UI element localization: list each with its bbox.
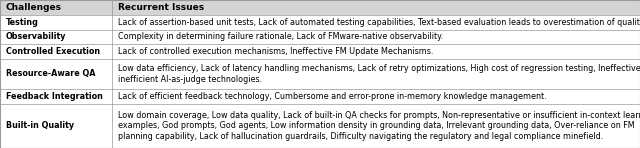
Text: Lack of controlled execution mechanisms, Ineffective FM Update Mechanisms.: Lack of controlled execution mechanisms,… — [118, 47, 433, 56]
Text: Observability: Observability — [6, 33, 67, 41]
Bar — [0, 15, 640, 30]
Text: Testing: Testing — [6, 18, 39, 27]
Text: Complexity in determining failure rationale, Lack of FMware-native observability: Complexity in determining failure ration… — [118, 33, 444, 41]
Bar — [0, 44, 640, 59]
Bar — [0, 104, 640, 148]
Text: Lack of efficient feedback technology, Cumbersome and error-prone in-memory know: Lack of efficient feedback technology, C… — [118, 92, 547, 101]
Text: Recurrent Issues: Recurrent Issues — [118, 3, 204, 12]
Bar — [0, 0, 640, 15]
Text: Low domain coverage, Low data quality, Lack of built-in QA checks for prompts, N: Low domain coverage, Low data quality, L… — [118, 111, 640, 141]
Text: Built-in Quality: Built-in Quality — [6, 121, 74, 130]
Bar — [0, 59, 640, 89]
Text: Lack of assertion-based unit tests, Lack of automated testing capabilities, Text: Lack of assertion-based unit tests, Lack… — [118, 18, 640, 27]
Bar — [0, 89, 640, 104]
Text: Feedback Integration: Feedback Integration — [6, 92, 103, 101]
Text: Controlled Execution: Controlled Execution — [6, 47, 100, 56]
Text: Resource-Aware QA: Resource-Aware QA — [6, 70, 95, 78]
Bar — [0, 30, 640, 44]
Text: Low data efficiency, Lack of latency handling mechanisms, Lack of retry optimiza: Low data efficiency, Lack of latency han… — [118, 64, 640, 84]
Text: Challenges: Challenges — [6, 3, 62, 12]
